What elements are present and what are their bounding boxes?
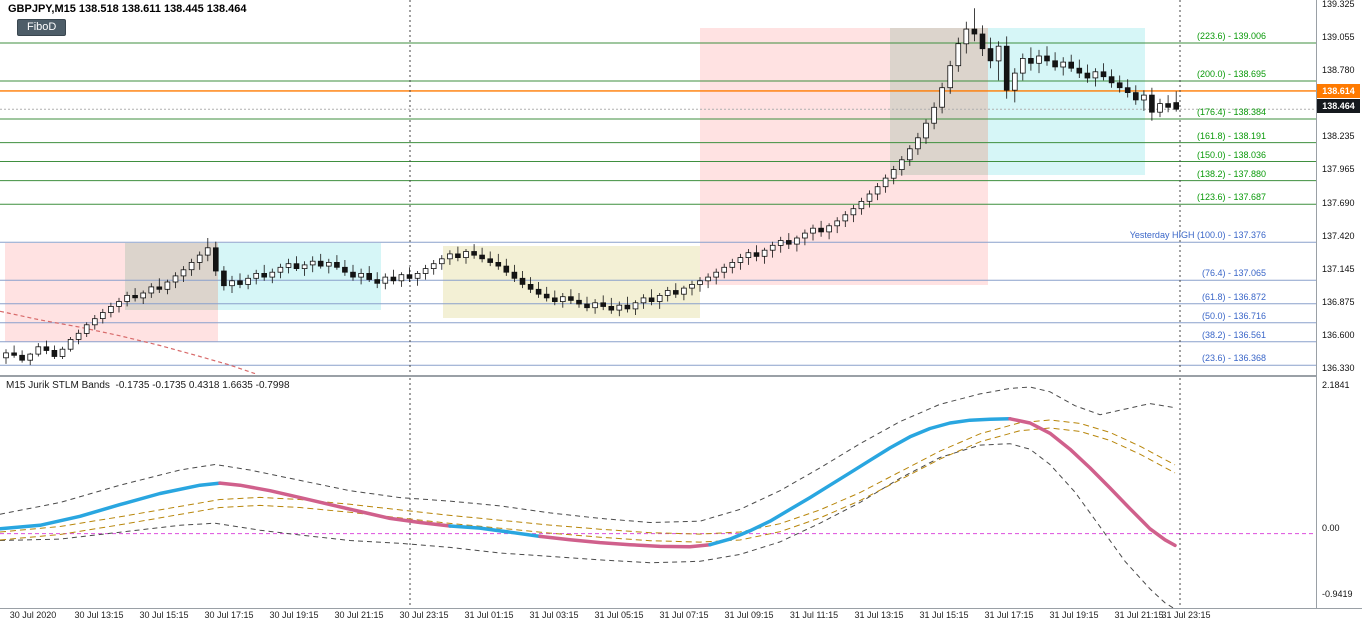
- time-axis-label: 30 Jul 17:15: [204, 610, 254, 620]
- time-axis-label: 31 Jul 17:15: [984, 610, 1034, 620]
- indicator-canvas[interactable]: [0, 378, 1316, 609]
- time-axis-label: 31 Jul 15:15: [919, 610, 969, 620]
- indicator-title: M15 Jurik STLM Bands -0.1735 -0.1735 0.4…: [6, 380, 290, 391]
- time-axis-label: 30 Jul 21:15: [334, 610, 384, 620]
- price-axis-label: 137.420: [1322, 231, 1355, 241]
- price-axis-label: 136.875: [1322, 297, 1355, 307]
- time-axis-label: 31 Jul 19:15: [1049, 610, 1099, 620]
- indicator-axis-label: 2.1841: [1322, 380, 1350, 390]
- price-axis-label: 138.235: [1322, 131, 1355, 141]
- time-axis-label: 31 Jul 09:15: [724, 610, 774, 620]
- time-axis[interactable]: 30 Jul 2020 30 Jul 13:15 30 Jul 15:15 30 Ju…: [0, 609, 1362, 621]
- panel-divider[interactable]: [0, 375, 1362, 378]
- price-axis-label: 139.325: [1322, 0, 1355, 9]
- time-axis-divider: [0, 608, 1362, 609]
- stlm-line-layer: [0, 417, 1177, 549]
- price-axis-label: 138.780: [1322, 65, 1355, 75]
- time-axis-label: 31 Jul 05:15: [594, 610, 644, 620]
- main-chart-panel: (223.6) - 139.006 (200.0) - 138.695 (176.4…: [0, 0, 1316, 374]
- time-axis-label: 31 Jul 11:15: [789, 610, 839, 620]
- price-axis-label: 139.055: [1322, 32, 1355, 42]
- indicator-values: -0.1735 -0.1735 0.4318 1.6635 -0.7998: [115, 380, 290, 391]
- time-axis-label: 31 Jul 03:15: [529, 610, 579, 620]
- price-axis-label: 136.600: [1322, 330, 1355, 340]
- time-axis-label: 30 Jul 13:15: [74, 610, 124, 620]
- price-axis-label: 137.965: [1322, 164, 1355, 174]
- bid-price-badge: 138.464: [1317, 99, 1360, 113]
- price-lines-layer: [0, 0, 1316, 374]
- main-chart-canvas[interactable]: [0, 0, 1316, 374]
- indicator-name: M15 Jurik STLM Bands: [6, 380, 110, 391]
- time-axis-label: 31 Jul 07:15: [659, 610, 709, 620]
- indicator-panel: M15 Jurik STLM Bands -0.1735 -0.1735 0.4…: [0, 378, 1316, 609]
- candles-layer: [3, 8, 1180, 366]
- indicator-axis-label: 0.00: [1322, 523, 1340, 533]
- time-axis-label: 31 Jul 01:15: [464, 610, 514, 620]
- time-axis-label: 30 Jul 19:15: [269, 610, 319, 620]
- alert-price-badge: 138.614: [1317, 84, 1360, 98]
- indicator-axis-label: -0.9419: [1322, 589, 1353, 599]
- time-axis-label: 31 Jul 21:15: [1114, 610, 1164, 620]
- time-axis-label: 30 Jul 2020: [9, 610, 57, 620]
- price-axis-divider: [1316, 0, 1317, 609]
- fibod-button[interactable]: FiboD: [17, 19, 67, 36]
- price-axis[interactable]: 139.325139.055138.780138.510138.235137.9…: [1317, 0, 1362, 609]
- chart-title: GBPJPY,M15 138.518 138.611 138.445 138.4…: [8, 3, 247, 15]
- price-axis-label: 137.690: [1322, 198, 1355, 208]
- time-axis-label: 31 Jul 23:15: [1161, 610, 1211, 620]
- price-axis-label: 137.145: [1322, 264, 1355, 274]
- fib-lines-layer: [0, 42, 1316, 366]
- time-axis-label: 30 Jul 23:15: [399, 610, 449, 620]
- indicator-lines-layer: [0, 378, 1316, 609]
- time-axis-label: 30 Jul 15:15: [139, 610, 189, 620]
- time-axis-label: 31 Jul 13:15: [854, 610, 904, 620]
- session-zones-layer: [5, 28, 1145, 342]
- price-axis-label: 136.330: [1322, 363, 1355, 373]
